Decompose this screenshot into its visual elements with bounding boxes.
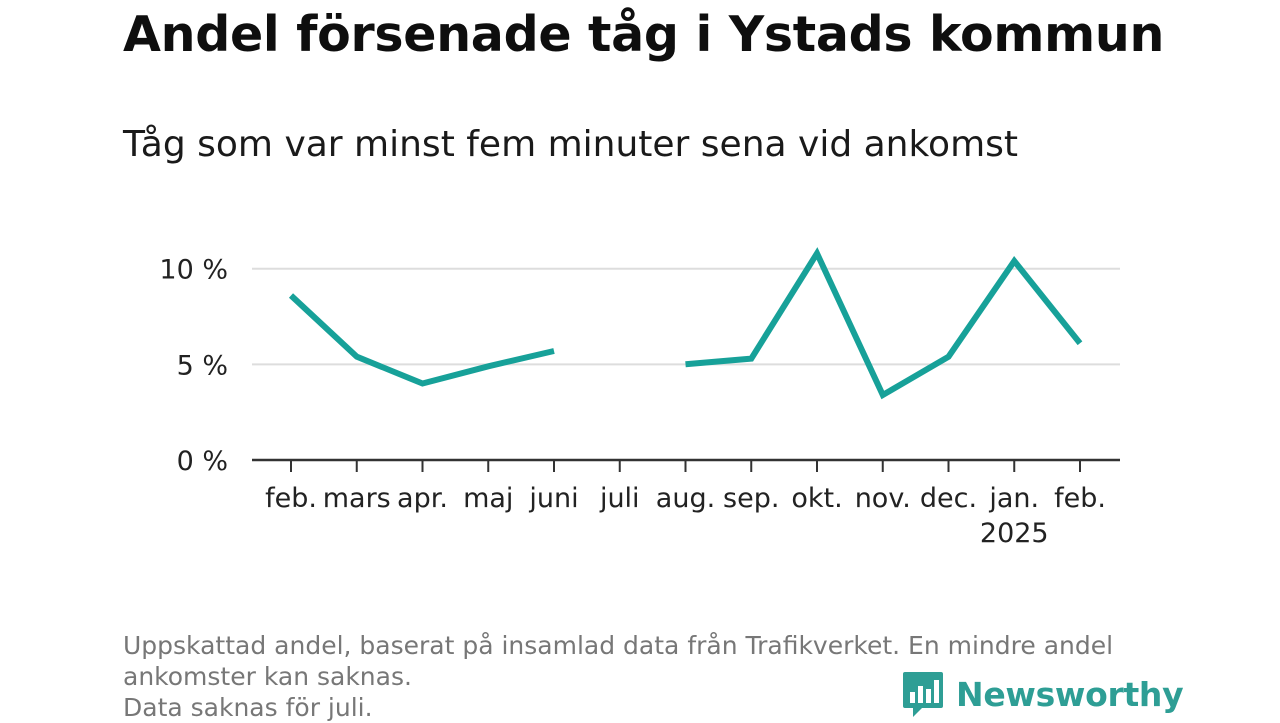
footnote-line: Data saknas för juli. xyxy=(123,693,373,722)
footnote-line: ankomster kan saknas. xyxy=(123,662,412,691)
x-tick-label: apr. xyxy=(397,483,448,514)
footnote-line: Uppskattad andel, baserat på insamlad da… xyxy=(123,631,1114,660)
x-tick-label: aug. xyxy=(656,483,715,514)
chart-title: Andel försenade tåg i Ystads kommun xyxy=(123,6,1165,63)
brand-logo: Newsworthy xyxy=(902,670,1184,718)
x-tick-label: sep. xyxy=(723,483,779,514)
y-axis-ticks: 0 % 5 % 10 % xyxy=(159,255,228,477)
series-line xyxy=(685,247,1083,400)
x-tick-label: dec. xyxy=(920,483,977,514)
series-line xyxy=(288,293,555,387)
x-tick-label: juli xyxy=(599,483,640,514)
gridlines xyxy=(252,267,1120,366)
y-tick-label: 5 % xyxy=(177,350,228,381)
y-tick-label: 10 % xyxy=(159,255,228,286)
brand-name: Newsworthy xyxy=(956,674,1184,714)
x-tick-label: maj xyxy=(463,483,513,514)
x-tick-label: jan. xyxy=(988,483,1039,514)
bar-chart-speech-bubble-icon xyxy=(903,672,943,717)
line-chart: 0 %5 %10 % feb. mars apr. maj juni juli aug. se… xyxy=(159,247,1120,549)
x-tick-label: mars xyxy=(323,483,391,514)
x-tick-label: okt. xyxy=(791,483,842,514)
x-tick-label: feb. xyxy=(265,483,317,514)
x-axis-ticks: feb. mars apr. maj juni juli aug. sep. okt. nov. d… xyxy=(265,460,1106,549)
chart-subtitle: Tåg som var minst fem minuter sena vid a… xyxy=(123,124,1019,165)
x-tick-label: juni xyxy=(528,483,578,514)
footnote: Uppskattad andel, baserat på insamlad da… xyxy=(123,630,1163,723)
series-lines xyxy=(288,247,1083,400)
x-tick-sublabel: 2025 xyxy=(980,518,1049,549)
x-tick-label: nov. xyxy=(855,483,911,514)
x-tick-label: feb. xyxy=(1054,483,1106,514)
y-tick-label: 0 % xyxy=(177,446,228,477)
